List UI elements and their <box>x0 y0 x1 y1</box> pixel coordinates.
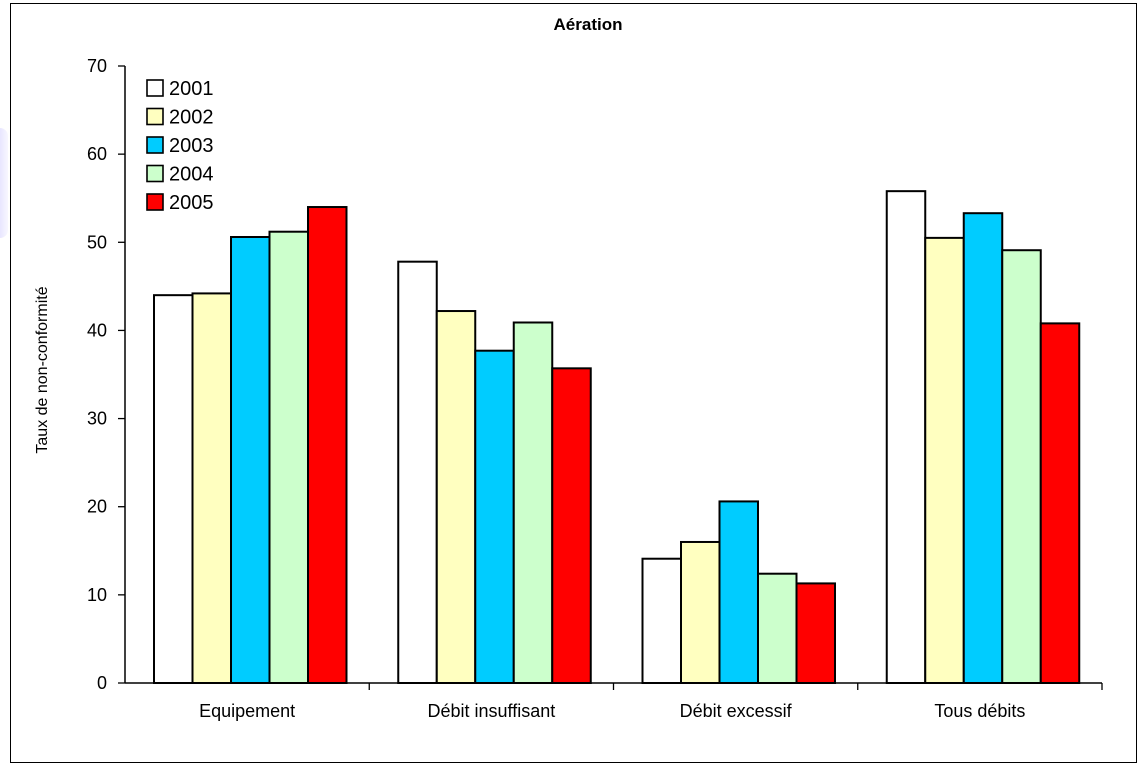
legend-label-2001: 2001 <box>169 78 214 100</box>
legend-label-2003: 2003 <box>169 135 214 157</box>
x-category-label: Tous débits <box>934 701 1025 721</box>
x-category-label: Equipement <box>199 701 295 721</box>
legend-label-2005: 2005 <box>169 192 214 214</box>
axes-group: 0 10 20 30 40 50 60 70 Equipement Débit insuffisa… <box>87 56 1103 721</box>
y-tick-label: 60 <box>87 144 107 164</box>
bar-2004-2 <box>757 572 798 685</box>
bar-2001-1 <box>397 260 438 684</box>
y-tick-label: 20 <box>87 497 107 517</box>
bar-2004-1 <box>512 321 554 684</box>
bar-2004-0 <box>268 230 309 685</box>
bar-2003-3 <box>962 212 1004 684</box>
y-tick-label: 70 <box>87 56 107 76</box>
bar-2005-3 <box>1039 322 1081 684</box>
y-axis-label: Taux de non-conformité <box>34 286 51 453</box>
bar-2003-2 <box>718 500 759 684</box>
y-tick-label: 50 <box>87 232 107 252</box>
y-tick-label: 30 <box>87 409 107 429</box>
bar-2002-1 <box>435 310 477 684</box>
bar-2002-3 <box>924 236 965 684</box>
y-tick-label: 40 <box>87 320 107 340</box>
x-category-label: Débit excessif <box>680 701 793 721</box>
legend-swatch-2004 <box>146 164 164 183</box>
legend-swatch-2005 <box>146 193 164 211</box>
legend-label-2002: 2002 <box>169 107 214 129</box>
bar-2001-0 <box>153 294 194 684</box>
legend-group: 2001 2002 2003 2004 2005 <box>146 78 214 214</box>
bars-group <box>153 190 1081 685</box>
bar-2005-1 <box>551 367 592 684</box>
y-tick-label: 10 <box>87 585 107 605</box>
side-accent-decoration <box>0 128 8 238</box>
bar-2003-0 <box>230 235 271 685</box>
x-category-label: Débit insuffisant <box>428 701 556 721</box>
bar-2002-0 <box>191 292 232 684</box>
y-tick-label: 0 <box>97 673 107 693</box>
bar-2005-0 <box>307 206 348 684</box>
bar-2004-3 <box>1001 249 1042 684</box>
bar-2002-2 <box>680 540 721 684</box>
legend-swatch-2002 <box>146 107 164 126</box>
bar-2001-2 <box>641 557 682 684</box>
legend-swatch-2003 <box>146 136 164 154</box>
bar-2003-1 <box>474 349 515 684</box>
bar-2005-2 <box>795 582 836 684</box>
legend-label-2004: 2004 <box>169 164 214 186</box>
chart-title: Aération <box>554 15 623 34</box>
bar-2001-3 <box>885 190 927 684</box>
legend-swatch-2001 <box>146 79 164 97</box>
